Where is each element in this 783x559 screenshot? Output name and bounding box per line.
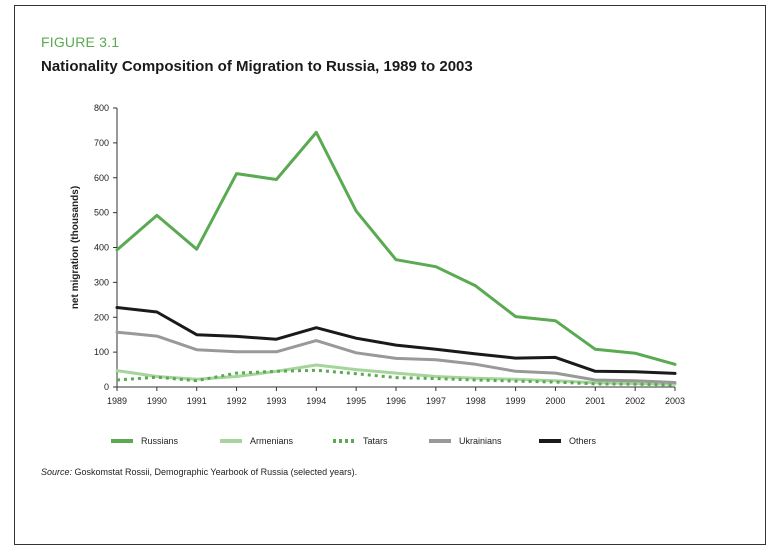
legend-label-armenians: Armenians [250,436,294,446]
x-tick-label: 1998 [466,396,486,406]
x-tick-label: 1995 [346,396,366,406]
source-note: Source: Goskomstat Rossii, Demographic Y… [41,467,357,477]
legend-label-others: Others [569,436,597,446]
series-line-tatars [116,368,676,387]
x-tick-label: 1994 [306,396,326,406]
y-tick-label: 300 [94,277,109,287]
y-tick-label: 600 [94,173,109,183]
series-line-others [115,306,677,375]
y-axis-title: net migration (thousands) [70,186,81,309]
series-line-russians [115,130,677,366]
x-tick-label: 1991 [187,396,207,406]
legend-label-tatars: Tatars [363,436,388,446]
x-tick-label: 2001 [585,396,605,406]
y-tick-label: 200 [94,312,109,322]
x-tick-label: 1990 [147,396,167,406]
series-line-armenians [115,363,677,386]
x-tick-label: 2002 [625,396,645,406]
x-tick-label: 1989 [107,396,127,406]
x-tick-label: 1999 [506,396,526,406]
x-tick-label: 2003 [665,396,685,406]
figure-frame [14,5,766,545]
figure-title: Nationality Composition of Migration to … [41,58,473,75]
series-line-ukrainians [115,330,677,384]
y-tick-label: 400 [94,243,109,253]
x-tick-label: 1997 [426,396,446,406]
x-tick-label: 1996 [386,396,406,406]
figure-label: FIGURE 3.1 [41,34,120,50]
x-tick-label: 1993 [266,396,286,406]
y-tick-label: 700 [94,138,109,148]
source-label: Source: [41,467,73,477]
x-tick-label: 1992 [227,396,247,406]
y-tick-label: 100 [94,347,109,357]
source-text: Goskomstat Rossii, Demographic Yearbook … [72,467,358,477]
x-tick-label: 2000 [545,396,565,406]
y-tick-label: 800 [94,103,109,113]
y-tick-label: 0 [104,382,109,392]
legend-label-russians: Russians [141,436,179,446]
y-tick-label: 500 [94,208,109,218]
legend-label-ukrainians: Ukrainians [459,436,502,446]
